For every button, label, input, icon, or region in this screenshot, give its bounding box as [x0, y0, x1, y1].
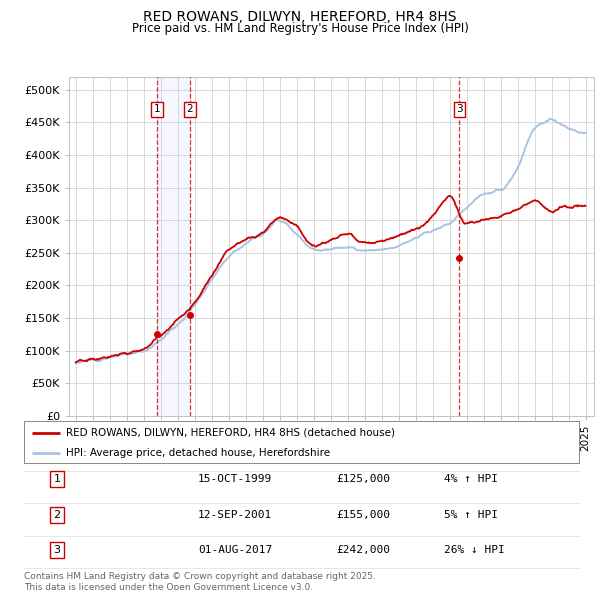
Text: Price paid vs. HM Land Registry's House Price Index (HPI): Price paid vs. HM Land Registry's House …: [131, 22, 469, 35]
Text: 4% ↑ HPI: 4% ↑ HPI: [444, 474, 498, 484]
Text: 01-AUG-2017: 01-AUG-2017: [198, 545, 272, 555]
Text: HPI: Average price, detached house, Herefordshire: HPI: Average price, detached house, Here…: [65, 448, 330, 457]
Text: 1: 1: [53, 474, 61, 484]
Text: 2: 2: [53, 510, 61, 520]
Text: £155,000: £155,000: [336, 510, 390, 520]
Text: £125,000: £125,000: [336, 474, 390, 484]
Text: 3: 3: [456, 104, 463, 114]
Bar: [157, 77, 190, 416]
Text: 1: 1: [154, 104, 160, 114]
Text: 12-SEP-2001: 12-SEP-2001: [198, 510, 272, 520]
Text: 26% ↓ HPI: 26% ↓ HPI: [444, 545, 505, 555]
Text: 15-OCT-1999: 15-OCT-1999: [198, 474, 272, 484]
Text: RED ROWANS, DILWYN, HEREFORD, HR4 8HS (detached house): RED ROWANS, DILWYN, HEREFORD, HR4 8HS (d…: [65, 428, 395, 438]
Text: Contains HM Land Registry data © Crown copyright and database right 2025.
This d: Contains HM Land Registry data © Crown c…: [24, 572, 376, 590]
Text: £242,000: £242,000: [336, 545, 390, 555]
Text: 3: 3: [53, 545, 61, 555]
Text: 5% ↑ HPI: 5% ↑ HPI: [444, 510, 498, 520]
Text: 2: 2: [187, 104, 193, 114]
Text: RED ROWANS, DILWYN, HEREFORD, HR4 8HS: RED ROWANS, DILWYN, HEREFORD, HR4 8HS: [143, 10, 457, 24]
